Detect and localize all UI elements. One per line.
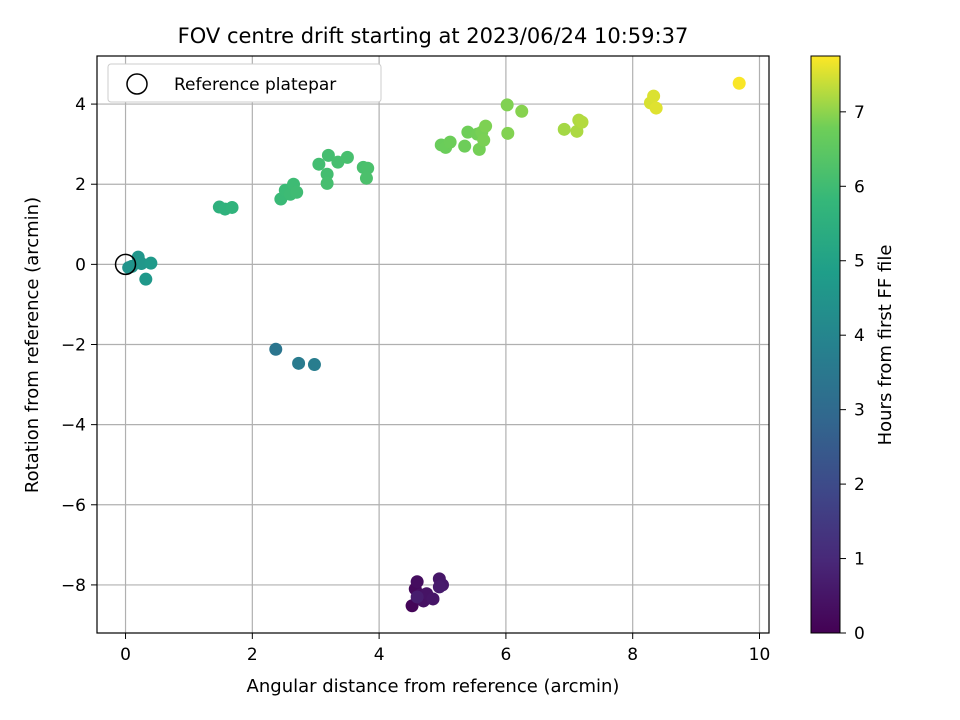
colorbar-tick-label: 5 — [854, 252, 865, 272]
data-point — [139, 272, 153, 286]
x-tick-label: 10 — [749, 645, 771, 665]
y-tick-label: −2 — [61, 336, 86, 356]
reference-platepar-marker — [114, 253, 137, 276]
data-point — [144, 256, 158, 270]
data-points — [122, 76, 746, 613]
y-tick-label: 0 — [75, 255, 86, 275]
data-point — [292, 356, 306, 370]
data-point — [410, 575, 424, 589]
colorbar-tick-label: 0 — [854, 624, 865, 644]
data-point — [575, 115, 589, 129]
data-point — [479, 119, 493, 133]
colorbar-tick-label: 6 — [854, 177, 865, 197]
data-point — [307, 358, 321, 372]
x-tick-label: 8 — [627, 645, 638, 665]
colorbar-tick-label: 2 — [854, 475, 865, 495]
data-point — [515, 104, 529, 118]
colorbar-tick-label: 4 — [854, 326, 865, 346]
data-point — [359, 171, 373, 185]
x-tick-label: 2 — [247, 645, 258, 665]
data-point — [361, 161, 375, 175]
colorbar: 0 1 2 3 4 5 6 7 Hours from first FF file — [810, 55, 896, 644]
data-point — [732, 76, 746, 90]
chart-title: FOV centre drift starting at 2023/06/24 … — [178, 24, 689, 48]
data-point — [320, 167, 334, 181]
colorbar-tick-label: 1 — [854, 550, 865, 570]
y-axis-ticks: −8 −6 −4 −2 0 2 4 — [61, 95, 97, 596]
data-point — [340, 150, 354, 164]
data-point — [557, 122, 571, 136]
data-point — [225, 200, 239, 214]
colorbar-frame — [810, 55, 841, 634]
data-point — [500, 98, 514, 112]
legend: Reference platepar — [107, 63, 382, 103]
data-point — [501, 126, 515, 140]
reference-marker-group — [114, 253, 137, 276]
colorbar-label: Hours from first FF file — [875, 245, 896, 446]
x-axis-ticks: 0 2 4 6 8 10 — [120, 633, 770, 665]
data-point — [134, 257, 148, 271]
y-tick-label: 4 — [75, 95, 86, 115]
x-tick-label: 4 — [374, 645, 385, 665]
x-tick-label: 0 — [120, 645, 131, 665]
data-point — [321, 148, 335, 162]
x-axis-label: Angular distance from reference (arcmin) — [247, 676, 620, 697]
data-point — [458, 139, 472, 153]
y-tick-label: 2 — [75, 175, 86, 195]
y-axis-label: Rotation from reference (arcmin) — [22, 197, 43, 493]
data-point — [290, 185, 304, 199]
data-point — [477, 133, 491, 147]
data-point — [410, 590, 424, 604]
data-point — [269, 342, 283, 356]
data-point — [647, 89, 661, 103]
y-tick-label: −8 — [61, 576, 86, 596]
legend-label: Reference platepar — [174, 75, 336, 95]
data-point — [312, 157, 326, 171]
y-tick-label: −6 — [61, 496, 86, 516]
data-point — [649, 101, 663, 115]
data-point — [432, 580, 446, 594]
colorbar-tick-label: 3 — [854, 401, 865, 421]
colorbar-gradient — [811, 56, 840, 633]
data-point — [443, 135, 457, 149]
grid-lines — [97, 56, 769, 633]
y-tick-label: −4 — [61, 416, 86, 436]
x-tick-label: 6 — [500, 645, 511, 665]
legend-box — [107, 63, 382, 103]
data-point — [320, 176, 334, 190]
colorbar-ticks: 0 1 2 3 4 5 6 7 — [840, 103, 865, 644]
data-point — [426, 592, 440, 606]
legend-marker-icon — [126, 73, 148, 95]
colorbar-tick-label: 7 — [854, 103, 865, 123]
